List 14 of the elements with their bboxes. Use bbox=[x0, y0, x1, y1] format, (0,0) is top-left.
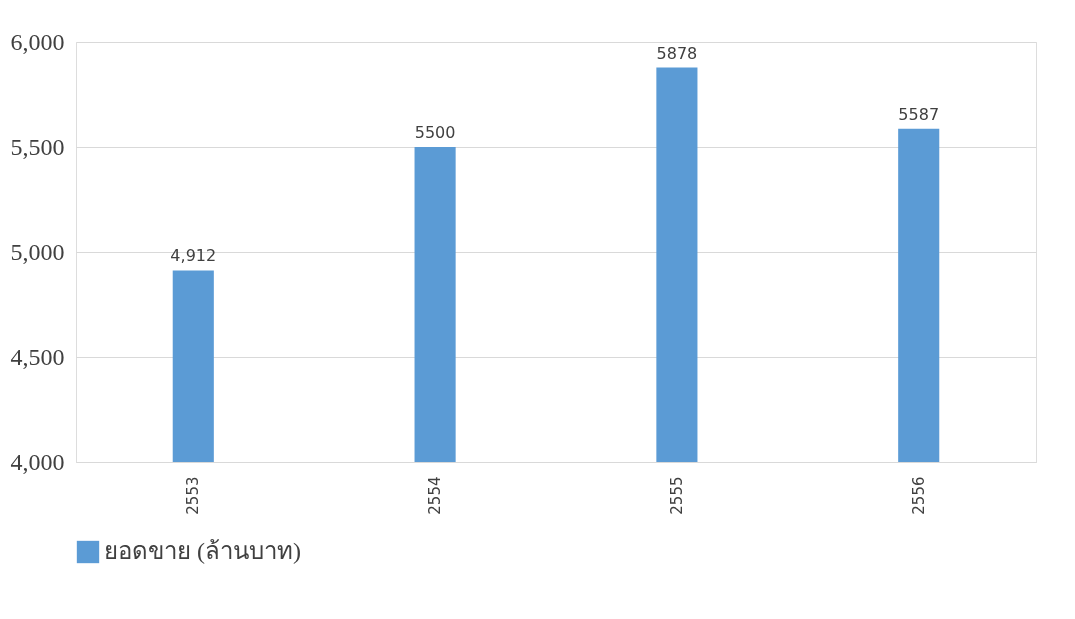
y-tick-label: 4,500 bbox=[10, 343, 65, 370]
x-tick-label: 2555 bbox=[667, 476, 686, 515]
x-tick-label: 2553 bbox=[184, 476, 203, 515]
x-tick-label: 2556 bbox=[909, 476, 928, 515]
y-tick-label: 5,000 bbox=[10, 238, 65, 265]
y-tick-label: 5,500 bbox=[10, 133, 65, 160]
x-tick-label: 2554 bbox=[426, 476, 445, 515]
data-label: 5587 bbox=[898, 104, 940, 124]
data-label: 4,912 bbox=[170, 246, 217, 266]
y-tick-label: 4,000 bbox=[10, 448, 65, 475]
legend-label: ยอดขาย (ล้านบาท) bbox=[104, 538, 301, 564]
y-tick-label: 6,000 bbox=[10, 28, 65, 55]
data-label: 5878 bbox=[656, 43, 698, 63]
data-label: 5500 bbox=[414, 123, 456, 142]
